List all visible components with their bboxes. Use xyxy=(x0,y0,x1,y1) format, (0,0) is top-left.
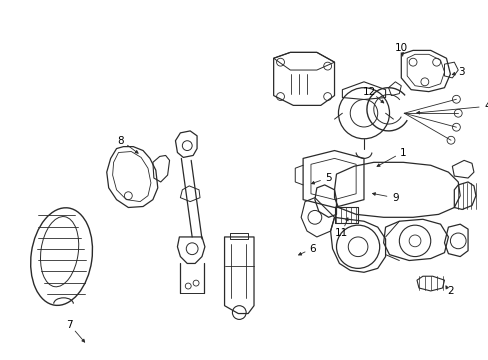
Text: 8: 8 xyxy=(117,136,123,146)
Text: 4: 4 xyxy=(484,102,488,111)
Text: 9: 9 xyxy=(391,193,398,203)
Text: 6: 6 xyxy=(309,244,316,254)
Text: 7: 7 xyxy=(66,320,73,330)
Text: 1: 1 xyxy=(399,148,406,158)
Text: 12: 12 xyxy=(363,87,376,96)
Text: 3: 3 xyxy=(457,67,464,77)
Text: 11: 11 xyxy=(334,228,347,238)
Text: 10: 10 xyxy=(394,44,407,53)
Text: 5: 5 xyxy=(325,173,331,183)
Text: 2: 2 xyxy=(446,286,453,296)
